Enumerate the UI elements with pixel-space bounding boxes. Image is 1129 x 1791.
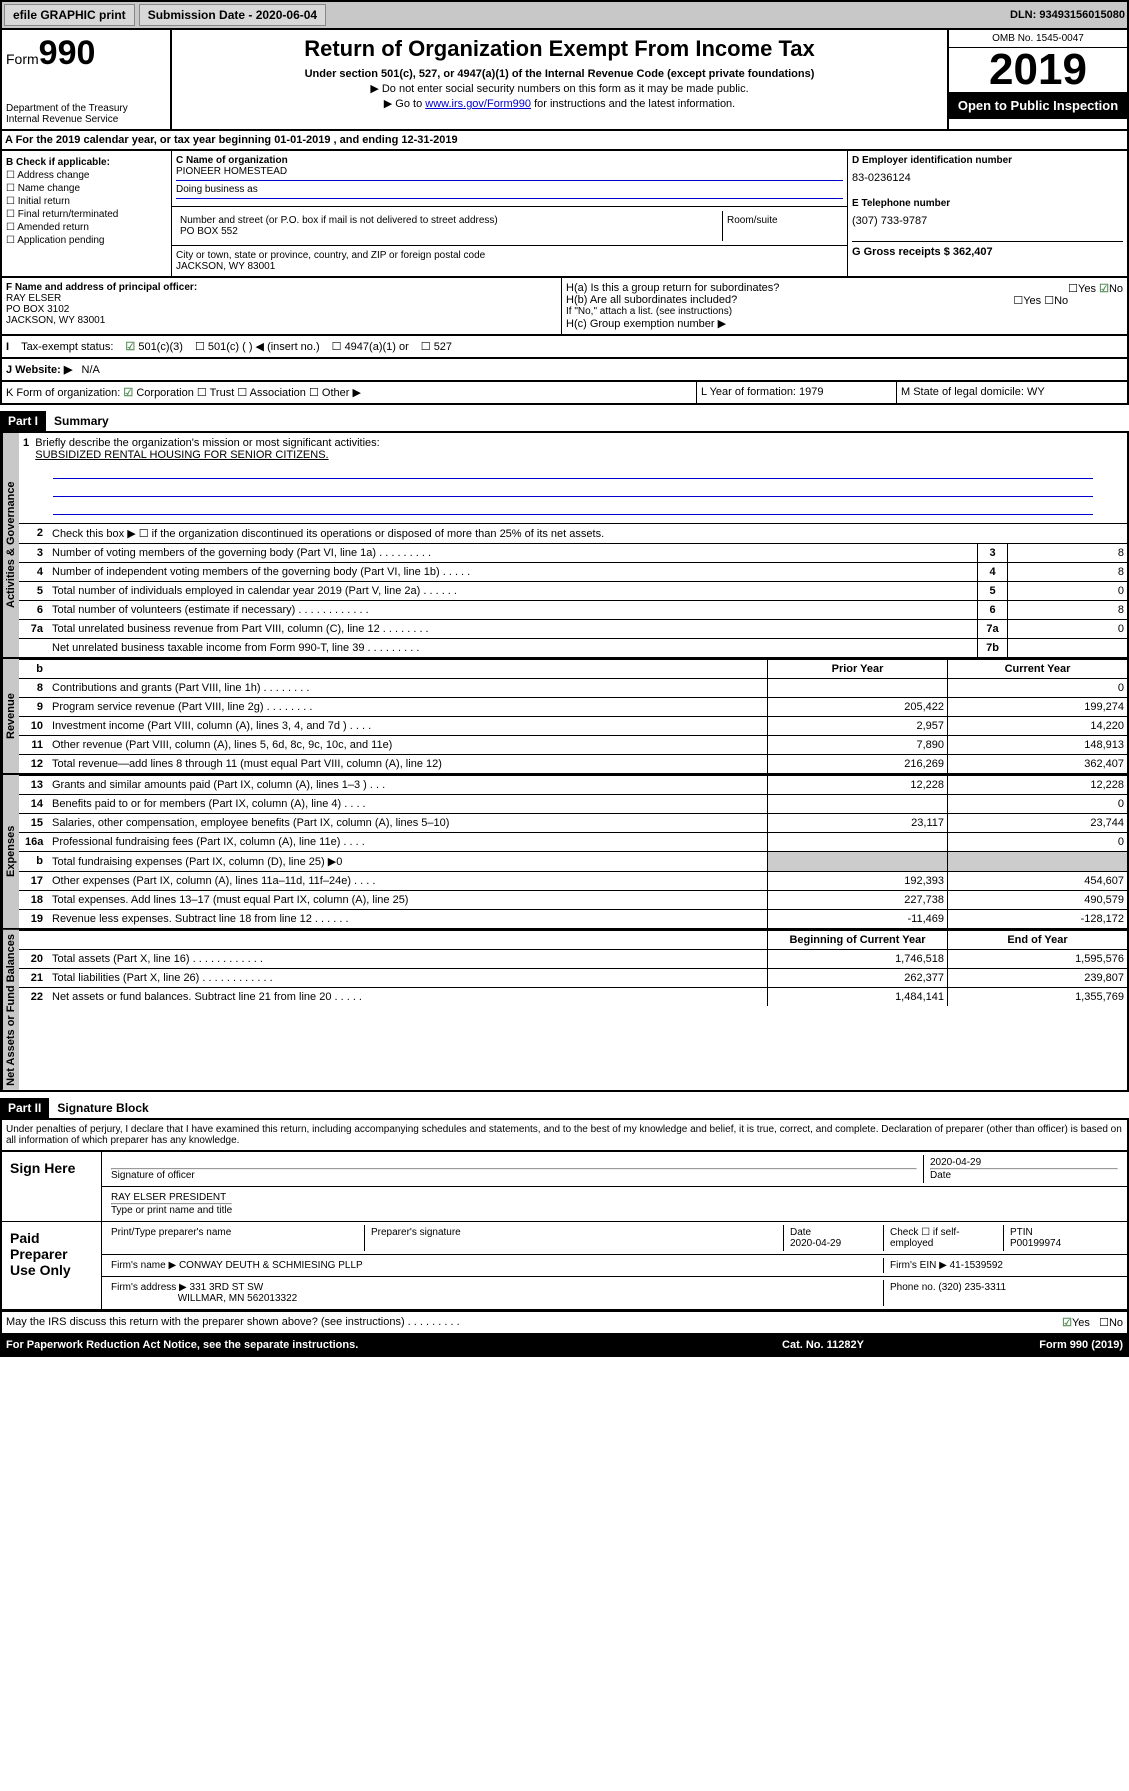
firm-ein: 41-1539592 [950,1260,1003,1271]
dln: DLN: 93493156015080 [1010,9,1125,21]
open-inspection: Open to Public Inspection [949,92,1127,119]
section-deg: D Employer identification number 83-0236… [847,151,1127,276]
line-11: 11Other revenue (Part VIII, column (A), … [19,735,1127,754]
officer-signed-name: RAY ELSER PRESIDENT [111,1192,226,1203]
org-city: JACKSON, WY 83001 [176,261,275,272]
row-a: A For the 2019 calendar year, or tax yea… [0,131,1129,151]
section-b: B Check if applicable: ☐ Address change … [2,151,172,276]
block-bcd: B Check if applicable: ☐ Address change … [0,151,1129,278]
line-8: 8Contributions and grants (Part VIII, li… [19,678,1127,697]
top-bar: efile GRAPHIC print Submission Date - 20… [0,0,1129,30]
irs: Internal Revenue Service [6,114,166,125]
dept: Department of the Treasury [6,103,166,114]
officer-name: RAY ELSER [6,293,61,304]
tab-revenue: Revenue [2,659,19,773]
line-15: 15Salaries, other compensation, employee… [19,813,1127,832]
tab-governance: Activities & Governance [2,433,19,657]
line-4: 4Number of independent voting members of… [19,562,1127,581]
form-header: Form990 Department of the Treasury Inter… [0,30,1129,131]
line-18: 18Total expenses. Add lines 13–17 (must … [19,890,1127,909]
page-footer: For Paperwork Reduction Act Notice, see … [0,1335,1129,1357]
line-17: 17Other expenses (Part IX, column (A), l… [19,871,1127,890]
firm-phone: Phone no. (320) 235-3311 [884,1280,1124,1306]
section-c: C Name of organizationPIONEER HOMESTEADD… [172,151,847,276]
line-13: 13Grants and similar amounts paid (Part … [19,775,1127,794]
line-14: 14Benefits paid to or for members (Part … [19,794,1127,813]
tab-expenses: Expenses [2,775,19,928]
mission-text: SUBSIDIZED RENTAL HOUSING FOR SENIOR CIT… [35,449,328,461]
tax-year: 2019 [949,48,1127,92]
line-20: 20Total assets (Part X, line 16) . . . .… [19,949,1127,968]
paid-preparer-label: Paid Preparer Use Only [2,1222,102,1309]
gross-receipts: G Gross receipts $ 362,407 [852,246,993,258]
form-number: 990 [39,34,96,72]
line-7b: Net unrelated business taxable income fr… [19,638,1127,657]
sign-here-label: Sign Here [2,1152,102,1221]
subtitle-1: Under section 501(c), 527, or 4947(a)(1)… [178,68,941,80]
part1-revenue: Revenue bPrior YearCurrent Year 8Contrib… [0,659,1129,775]
form-word: Form [6,51,39,67]
year-formation: L Year of formation: 1979 [697,382,897,403]
line-7a: 7aTotal unrelated business revenue from … [19,619,1127,638]
line-5: 5Total number of individuals employed in… [19,581,1127,600]
line-16a: 16aProfessional fundraising fees (Part I… [19,832,1127,851]
discuss-row: May the IRS discuss this return with the… [0,1312,1129,1335]
part2-hdr: Part II [0,1098,49,1118]
submission-date: Submission Date - 2020-06-04 [139,4,326,26]
line-12: 12Total revenue—add lines 8 through 11 (… [19,754,1127,773]
state-domicile: M State of legal domicile: WY [897,382,1127,403]
org-address: PO BOX 552 [180,226,238,237]
org-name: PIONEER HOMESTEAD [176,166,287,177]
row-j: J Website: ▶ N/A [0,359,1129,382]
part1-governance: Activities & Governance 1 Briefly descri… [0,431,1129,659]
block-fh: F Name and address of principal officer:… [0,278,1129,336]
irs-link[interactable]: www.irs.gov/Form990 [425,98,531,110]
part1-netassets: Net Assets or Fund Balances Beginning of… [0,930,1129,1092]
line-19: 19Revenue less expenses. Subtract line 1… [19,909,1127,928]
line-3: 3Number of voting members of the governi… [19,543,1127,562]
line-6: 6Total number of volunteers (estimate if… [19,600,1127,619]
form-title: Return of Organization Exempt From Incom… [178,36,941,62]
line-10: 10Investment income (Part VIII, column (… [19,716,1127,735]
perjury-statement: Under penalties of perjury, I declare th… [0,1118,1129,1152]
part1-expenses: Expenses 13Grants and similar amounts pa… [0,775,1129,930]
phone: (307) 733-9787 [852,215,1123,227]
line-22: 22Net assets or fund balances. Subtract … [19,987,1127,1006]
row-klm: K Form of organization: ☑ Corporation ☐ … [0,382,1129,405]
ein: 83-0236124 [852,172,1123,184]
firm-name: CONWAY DEUTH & SCHMIESING PLLP [179,1260,363,1271]
signature-block: Sign Here Signature of officer2020-04-29… [0,1152,1129,1312]
line-9: 9Program service revenue (Part VIII, lin… [19,697,1127,716]
part1-hdr: Part I [0,411,46,431]
subtitle-2: ▶ Do not enter social security numbers o… [178,82,941,95]
tab-netassets: Net Assets or Fund Balances [2,930,19,1090]
subtitle-3: ▶ Go to www.irs.gov/Form990 for instruct… [178,97,941,110]
line-b: bTotal fundraising expenses (Part IX, co… [19,851,1127,871]
ptin: P00199974 [1010,1238,1061,1249]
row-i: ITax-exempt status: ☑ 501(c)(3) ☐ 501(c)… [0,336,1129,359]
line-21: 21Total liabilities (Part X, line 26) . … [19,968,1127,987]
efile-btn[interactable]: efile GRAPHIC print [4,4,135,26]
